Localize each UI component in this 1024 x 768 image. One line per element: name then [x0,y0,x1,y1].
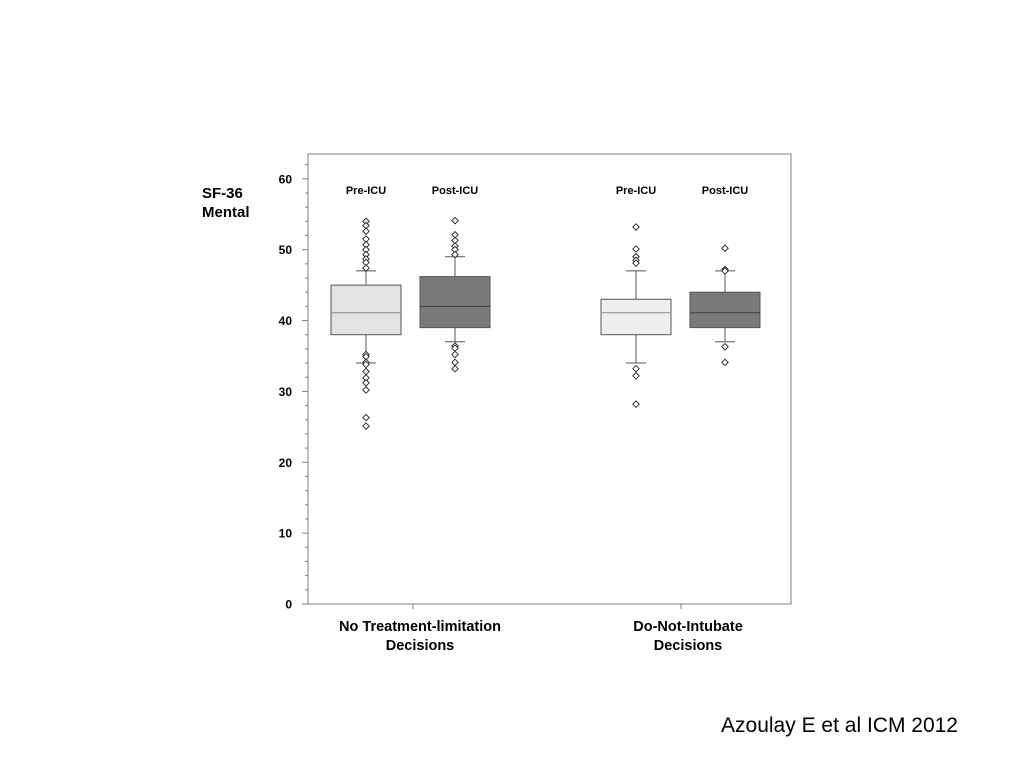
outlier-point [632,259,640,267]
outlier-point [362,379,370,387]
series-label-pre-icu: Pre-ICU [616,185,656,197]
series-label-post-icu: Post-ICU [432,185,479,197]
outlier-point [362,264,370,272]
y-tick-label: 30 [279,385,293,399]
outlier-point [362,413,370,422]
outlier-point [451,350,459,359]
y-tick-label: 10 [279,527,293,541]
outlier-point [721,342,729,351]
outlier-point [632,400,640,408]
outlier-point [451,250,459,259]
box-post-icu [689,291,761,329]
y-tick-label: 60 [279,172,293,186]
y-axis-label: SF-36 Mental [202,185,250,221]
outlier-point [721,244,729,253]
outlier-point [632,223,640,231]
outlier-point [632,371,640,380]
plot-frame [307,153,792,605]
box-pre-icu [600,298,672,336]
y-tick-label: 40 [279,314,293,328]
y-tick-label: 50 [279,243,293,257]
outlier-point [362,367,370,376]
outlier-point [451,358,459,367]
y-tick-label: 20 [279,456,293,470]
box-post-icu [419,276,491,329]
outlier-point [721,358,729,367]
x-category-label-no-treatment-limitation: No Treatment-limitation Decisions [339,619,501,654]
series-label-pre-icu: Pre-ICU [346,185,386,197]
source-citation: Azoulay E et al ICM 2012 [721,714,958,737]
outlier-point [362,360,370,369]
outlier-point [451,216,459,225]
outlier-point [721,267,729,275]
box-pre-icu [330,284,402,336]
outlier-point [632,364,640,373]
series-label-post-icu: Post-ICU [702,185,749,197]
x-category-label-do-not-intubate: Do-Not-Intubate Decisions [633,619,743,654]
outlier-point [362,386,370,394]
y-tick-label: 0 [285,598,292,612]
outlier-point [362,422,370,430]
outlier-point [632,245,640,253]
outlier-point [451,364,459,373]
outlier-point [362,227,370,236]
